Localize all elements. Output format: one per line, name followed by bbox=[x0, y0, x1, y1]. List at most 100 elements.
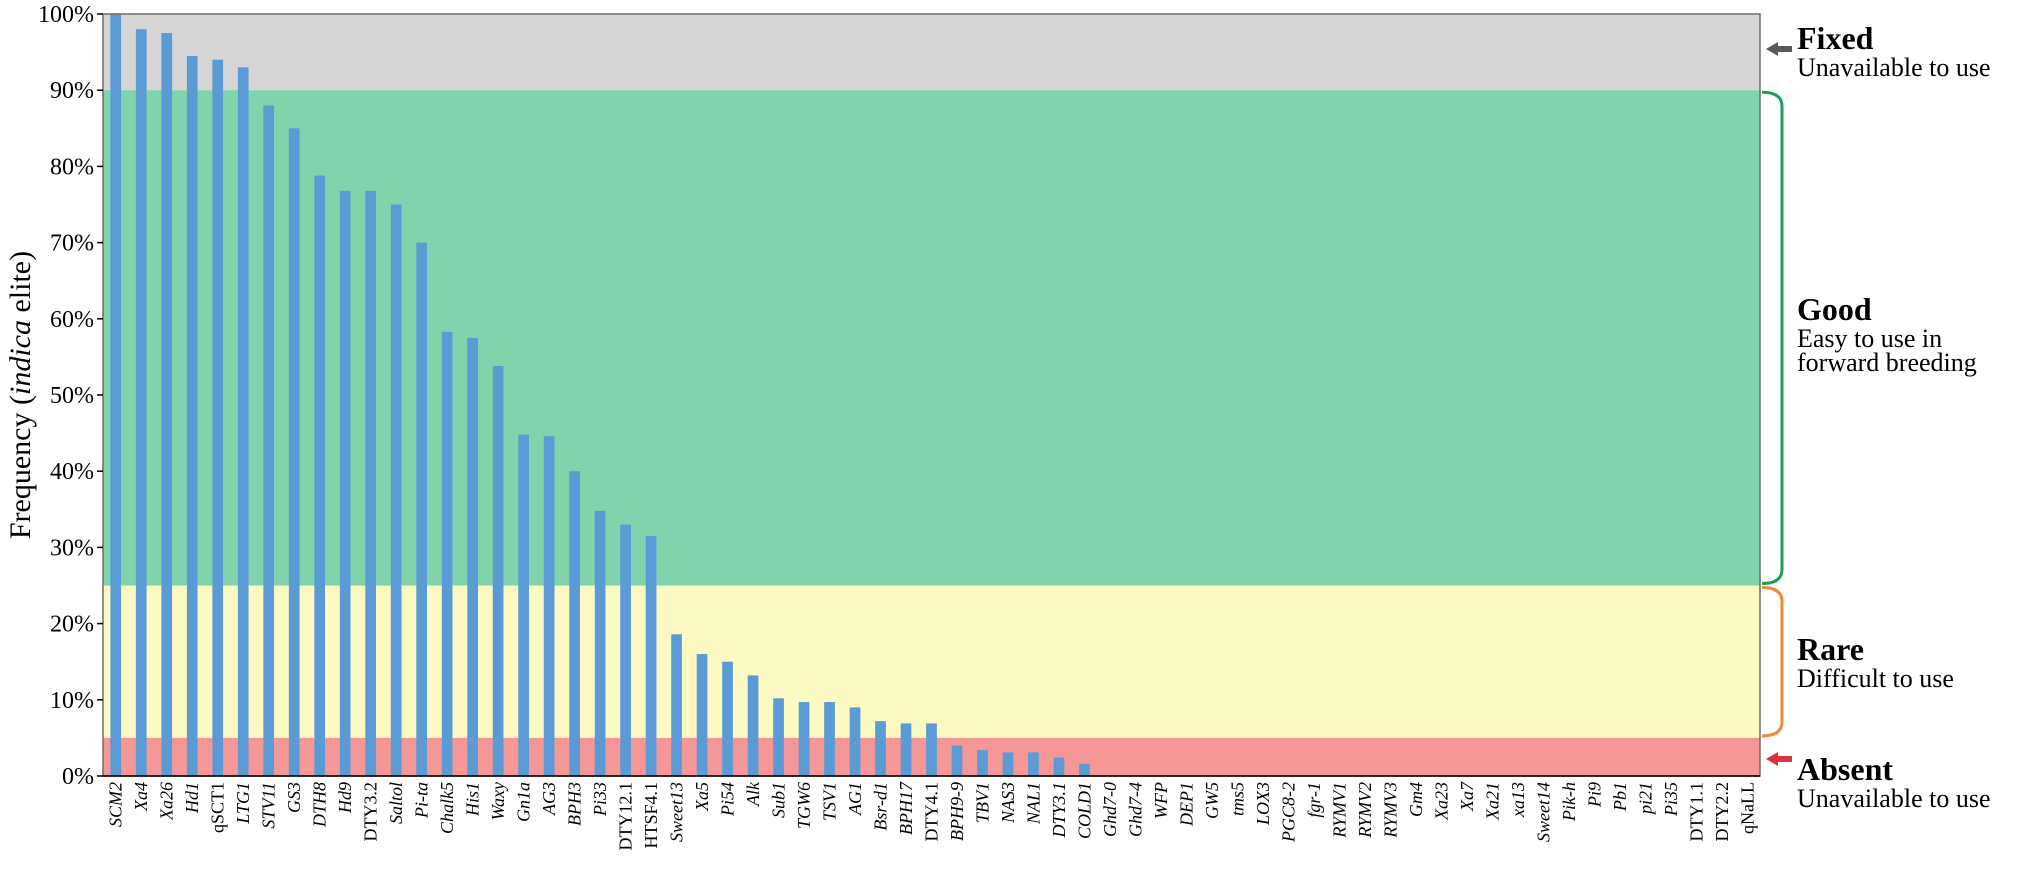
x-tick-label: Waxy bbox=[488, 782, 508, 820]
bar-Sweet13 bbox=[671, 634, 682, 776]
bar-Saltol bbox=[390, 204, 402, 776]
bar-AG1 bbox=[849, 707, 861, 776]
x-tick-label: DTY3.2 bbox=[361, 782, 381, 842]
bar-BPH3 bbox=[569, 471, 580, 776]
x-tick-label: Hd1 bbox=[182, 782, 202, 814]
bar-Pi-ta bbox=[416, 242, 428, 777]
bar-DTH8 bbox=[314, 175, 326, 776]
x-tick-label-group: Chalk5 bbox=[437, 782, 457, 834]
x-tick-label-group: Xa7 bbox=[1457, 781, 1477, 812]
x-tick-label: DTY4.1 bbox=[922, 782, 942, 842]
arrow-fixed-shaft bbox=[1777, 46, 1792, 52]
x-tick-label: DTY12.1 bbox=[616, 782, 636, 851]
bar-Waxy bbox=[492, 366, 504, 776]
x-tick-label-group: Pik-h bbox=[1559, 782, 1579, 822]
y-axis-label: Frequency (indica elite) bbox=[4, 251, 37, 539]
x-tick-label: BPH17 bbox=[896, 781, 916, 835]
y-tick-label: 0% bbox=[62, 764, 94, 790]
x-tick-label: BPH3 bbox=[565, 782, 585, 826]
x-tick-label-group: PGC8-2 bbox=[1278, 782, 1298, 843]
x-tick-label-group: AG1 bbox=[845, 782, 865, 816]
x-tick-label-group: SCM2 bbox=[106, 782, 126, 827]
bar-Pi33 bbox=[594, 510, 606, 776]
x-tick-label-group: RYMV2 bbox=[1355, 782, 1375, 839]
bar-GS3 bbox=[288, 128, 300, 777]
x-tick-label-group: DTH8 bbox=[310, 782, 330, 828]
bar-Gn1a bbox=[518, 434, 529, 776]
bracket-good bbox=[1761, 90, 1784, 585]
x-tick-label: tms5 bbox=[1227, 782, 1247, 816]
x-tick-label-group: AG3 bbox=[539, 782, 559, 816]
bar-TGW6 bbox=[798, 702, 810, 776]
x-tick-label-group: Hd9 bbox=[335, 782, 355, 814]
zone-title-rare: Rare bbox=[1797, 631, 1864, 667]
x-tick-label: TBV1 bbox=[972, 782, 992, 823]
x-tick-label-group: COLD1 bbox=[1074, 782, 1094, 839]
x-tick-label: Pb1 bbox=[1610, 782, 1630, 812]
x-tick-label: Pi9 bbox=[1584, 782, 1604, 808]
zone-title-absent: Absent bbox=[1797, 751, 1893, 787]
x-tick-label-group: Bsr-d1 bbox=[871, 782, 891, 831]
x-tick-label: BPH9-9 bbox=[947, 782, 967, 841]
bar-AG3 bbox=[543, 436, 555, 776]
arrow-absent-shaft bbox=[1777, 755, 1792, 762]
x-tick-label: Sub1 bbox=[769, 782, 789, 818]
x-tick-label: Sweet14 bbox=[1533, 782, 1553, 842]
zone-desc-good: forward breeding bbox=[1797, 348, 1977, 377]
x-tick-label-group: RYMV1 bbox=[1329, 782, 1349, 839]
x-tick-label: qNaLL bbox=[1737, 782, 1757, 834]
x-tick-label: Ghd7-4 bbox=[1125, 782, 1145, 837]
x-tick-label: AG1 bbox=[845, 782, 865, 816]
x-tick-label: fgr-1 bbox=[1304, 782, 1324, 818]
x-tick-label-group: Pi9 bbox=[1584, 782, 1604, 808]
x-tick-label: AG3 bbox=[539, 782, 559, 816]
x-tick-label: TSV1 bbox=[820, 782, 840, 821]
zone-desc-absent: Unavailable to use bbox=[1797, 784, 1991, 813]
x-tick-label: PGC8-2 bbox=[1278, 782, 1298, 843]
x-tick-label: Sweet13 bbox=[667, 782, 687, 842]
bar-LTG1 bbox=[237, 67, 249, 777]
x-tick-label: Hd9 bbox=[335, 782, 355, 814]
bar-Pi54 bbox=[722, 661, 733, 776]
x-tick-label: DEP1 bbox=[1176, 782, 1196, 827]
bar-Chalk5 bbox=[441, 331, 453, 776]
x-tick-label: NAS3 bbox=[998, 782, 1018, 824]
x-tick-label: Chalk5 bbox=[437, 782, 457, 834]
x-tick-label: WFP bbox=[1151, 782, 1171, 819]
x-tick-label-group: Ghd7-4 bbox=[1125, 782, 1145, 837]
x-tick-label: His1 bbox=[463, 782, 483, 817]
bar-NAL1 bbox=[1028, 752, 1039, 776]
x-tick-label: SCM2 bbox=[106, 782, 126, 827]
x-tick-label-group: BPH17 bbox=[896, 781, 916, 835]
y-tick-label: 40% bbox=[50, 459, 94, 485]
x-tick-label: RYMV3 bbox=[1380, 782, 1400, 839]
zone-band-fixed bbox=[103, 14, 1760, 91]
x-tick-label: Pi54 bbox=[718, 782, 738, 817]
x-tick-label-group: RYMV3 bbox=[1380, 782, 1400, 839]
y-tick-label: 100% bbox=[38, 2, 94, 28]
x-tick-label: NAL1 bbox=[1023, 782, 1043, 825]
x-tick-label: Alk bbox=[743, 781, 763, 807]
y-tick-label: 50% bbox=[50, 383, 94, 409]
bar-BPH9-9 bbox=[951, 745, 963, 776]
x-tick-label: DTH8 bbox=[310, 782, 330, 828]
x-tick-label-group: LTG1 bbox=[233, 782, 253, 825]
zone-band-good bbox=[103, 90, 1760, 586]
x-tick-label-group: TBV1 bbox=[972, 782, 992, 823]
y-tick-label: 20% bbox=[50, 612, 94, 638]
x-tick-label-group: Alk bbox=[743, 781, 763, 807]
x-tick-label-group: BPH3 bbox=[565, 782, 585, 826]
zone-desc-rare: Difficult to use bbox=[1797, 664, 1954, 693]
x-tick-label-group: DTY12.1 bbox=[616, 782, 636, 851]
bar-BPH17 bbox=[900, 723, 912, 776]
x-tick-label-group: Xa23 bbox=[1431, 782, 1451, 821]
x-tick-label: Gm4 bbox=[1406, 782, 1426, 817]
x-tick-label-group: DTY3.1 bbox=[1049, 782, 1069, 839]
bar-HTSF4.1 bbox=[645, 535, 657, 776]
bar-DTY4.1 bbox=[926, 723, 937, 776]
x-tick-label: Saltol bbox=[386, 782, 406, 824]
x-tick-label-group: Saltol bbox=[386, 782, 406, 824]
x-tick-label-group: DTY4.1 bbox=[922, 782, 942, 842]
bar-NAS3 bbox=[1002, 752, 1014, 776]
